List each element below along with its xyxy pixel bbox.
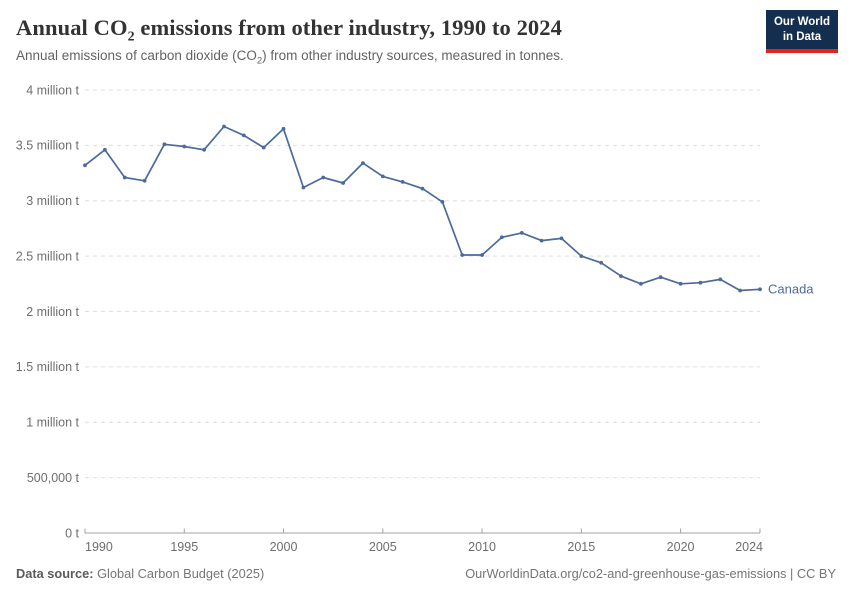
data-point[interactable]	[321, 175, 326, 180]
y-axis-tick-label: 3 million t	[26, 194, 79, 208]
data-point[interactable]	[738, 288, 742, 293]
chart-subtitle: Annual emissions of carbon dioxide (CO2)…	[16, 48, 756, 66]
data-source: Data source: Global Carbon Budget (2025)	[16, 566, 264, 581]
x-axis-tick-label: 2005	[369, 540, 397, 554]
data-point[interactable]	[261, 145, 266, 150]
data-point[interactable]	[440, 200, 445, 204]
chart-footer: Data source: Global Carbon Budget (2025)…	[16, 566, 836, 581]
y-axis-tick-label: 2.5 million t	[16, 249, 80, 263]
data-source-label: Data source:	[16, 566, 94, 581]
data-point[interactable]	[83, 163, 87, 168]
data-point[interactable]	[380, 174, 385, 179]
data-point[interactable]	[519, 231, 524, 235]
line-chart: 4 million t 3.5 million t 3 million t 2.5 m…	[16, 83, 815, 554]
x-axis-tick-label: 2024	[735, 540, 763, 554]
data-point[interactable]	[281, 126, 286, 131]
page-title: Annual CO2 emissions from other industry…	[16, 14, 756, 44]
owid-logo-line2: in Data	[782, 30, 822, 43]
data-point[interactable]	[361, 161, 365, 165]
x-axis-tick-label: 2020	[667, 540, 695, 554]
y-axis-tick-label: 4 million t	[26, 83, 79, 97]
data-point[interactable]	[758, 287, 762, 292]
data-point[interactable]	[539, 238, 544, 243]
y-axis-tick-label: 1 million t	[26, 416, 79, 430]
data-point[interactable]	[658, 275, 663, 280]
data-point[interactable]	[122, 175, 127, 180]
data-point[interactable]	[182, 144, 187, 149]
owid-logo[interactable]: Our World in Data	[765, 10, 838, 53]
data-point[interactable]	[241, 133, 246, 138]
subtitle-subscript: 2	[256, 55, 263, 67]
y-axis-tick-label: 2 million t	[26, 305, 79, 319]
data-point[interactable]	[222, 124, 226, 129]
data-point[interactable]	[718, 277, 723, 282]
subtitle-text: Annual emissions of carbon dioxide (CO	[16, 48, 257, 63]
series-line[interactable]	[84, 125, 761, 292]
data-point[interactable]	[639, 281, 643, 286]
data-point[interactable]	[341, 181, 345, 185]
data-point[interactable]	[142, 178, 147, 183]
x-axis-tick-label: 2015	[567, 540, 595, 554]
data-point[interactable]	[579, 254, 584, 258]
data-point[interactable]	[559, 236, 564, 241]
y-axis-tick-label: 3.5 million t	[16, 139, 80, 153]
x-axis-tick-label: 1995	[170, 540, 198, 554]
data-point[interactable]	[678, 281, 683, 286]
entity-label[interactable]: Canada	[768, 282, 814, 297]
x-axis-tick-label: 1990	[85, 540, 113, 554]
data-point[interactable]	[599, 260, 604, 265]
title-text: emissions from other industry, 1990 to 2…	[134, 15, 562, 40]
x-axis-tick-label: 2010	[468, 540, 496, 554]
y-axis-tick-label: 1.5 million t	[16, 360, 80, 374]
data-point[interactable]	[103, 147, 107, 152]
data-point[interactable]	[698, 280, 703, 285]
data-point[interactable]	[162, 142, 167, 147]
chart-header: Annual CO2 emissions from other industry…	[16, 14, 756, 66]
data-point[interactable]	[619, 274, 623, 278]
subtitle-text: ) from other industry sources, measured …	[262, 48, 564, 63]
x-axis-tick-label: 2000	[270, 540, 298, 554]
data-point[interactable]	[202, 147, 207, 152]
owid-logo-line1: Our World	[773, 16, 830, 28]
data-point[interactable]	[500, 235, 504, 240]
data-point[interactable]	[480, 253, 484, 257]
data-source-value: Global Carbon Budget (2025)	[93, 566, 265, 581]
title-text: Annual CO	[16, 15, 128, 40]
title-subscript: 2	[127, 29, 135, 45]
data-point[interactable]	[460, 253, 465, 257]
data-point[interactable]	[400, 180, 405, 184]
y-axis-tick-label: 500,000 t	[27, 471, 80, 485]
data-point[interactable]	[301, 185, 306, 190]
attribution-link[interactable]: OurWorldinData.org/co2-and-greenhouse-ga…	[465, 566, 836, 581]
data-point[interactable]	[420, 186, 425, 191]
y-axis-tick-label: 0 t	[65, 526, 79, 540]
